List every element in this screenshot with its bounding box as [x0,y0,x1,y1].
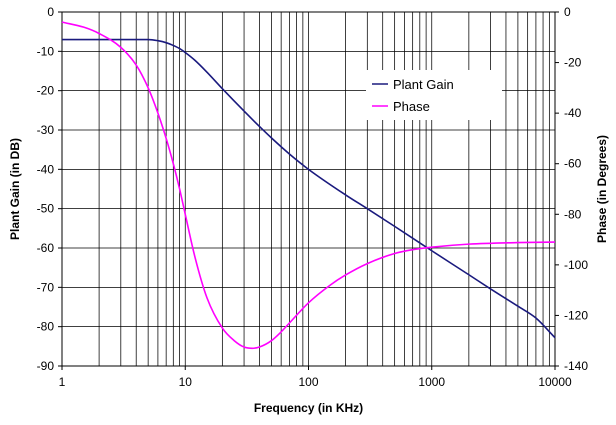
x-tick-label: 100 [298,375,318,389]
axis-ticks: 0 -10 -20 -30 -40 -50 -60 -70 -80 -90 0 -20 -40 -60 -8… [37,5,589,389]
y-right-tick-label: -80 [564,207,582,221]
y-right-tick-label: -140 [564,359,588,373]
x-tick-label: 1 [59,375,66,389]
grid [62,12,555,366]
y-left-tick-label: -40 [37,162,55,176]
series-line-phase [61,21,556,350]
y-right-tick-label: 0 [564,5,571,19]
legend-box [366,70,502,120]
y-left-tick-label: -30 [37,123,55,137]
y-left-tick-label: -50 [37,202,55,216]
series-line-plant-gain [62,38,556,339]
y-left-tick-label: -60 [37,241,55,255]
y-axis-left-title: Plant Gain (in DB) [8,138,22,240]
y-left-tick-label: -20 [37,84,55,98]
legend-label-phase: Phase [393,99,430,114]
x-tick-label: 1000 [418,375,445,389]
legend-label-plant-gain: Plant Gain [393,77,454,92]
y-left-tick-label: 0 [47,5,54,19]
y-right-tick-label: -40 [564,106,582,120]
y-right-tick-label: -60 [564,157,582,171]
x-axis-title: Frequency (in KHz) [254,401,363,415]
y-right-tick-label: -20 [564,56,582,70]
y-left-tick-label: -70 [37,280,55,294]
y-left-tick-label: -10 [37,44,55,58]
legend: Plant Gain Phase [366,70,502,120]
x-tick-label: 10 [179,375,193,389]
y-right-tick-label: -100 [564,258,588,272]
y-axis-right-title: Phase (in Degrees) [595,135,609,243]
y-left-tick-label: -80 [37,320,55,334]
x-tick-label: 10000 [538,375,572,389]
series-lines [61,21,556,350]
y-left-tick-label: -90 [37,359,55,373]
y-right-tick-label: -120 [564,308,588,322]
